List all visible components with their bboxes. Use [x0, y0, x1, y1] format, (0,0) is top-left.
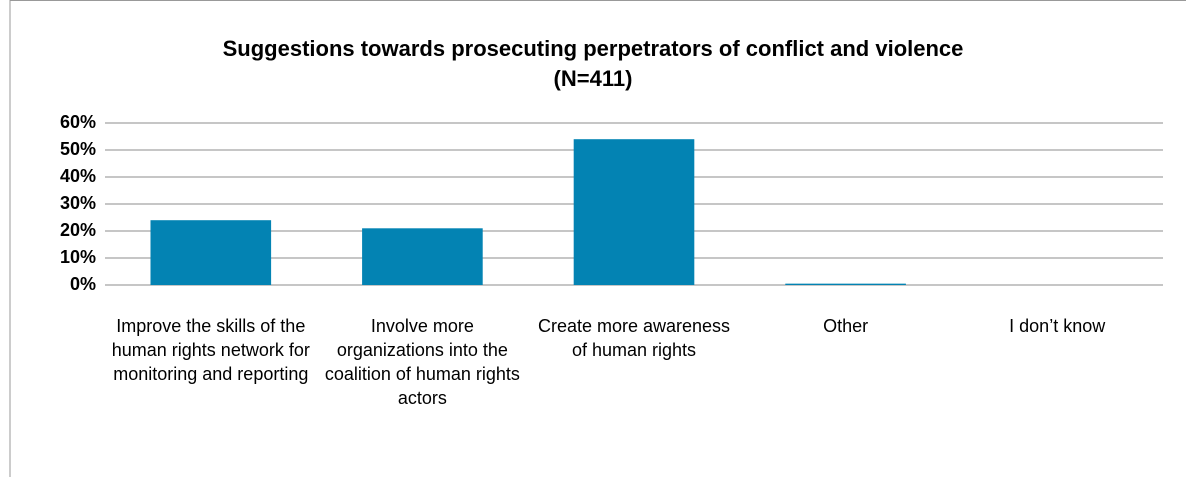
- y-tick-label: 30%: [60, 193, 96, 213]
- bar: [362, 228, 483, 285]
- y-tick-label: 20%: [60, 220, 96, 240]
- y-tick-label: 50%: [60, 139, 96, 159]
- bar: [785, 283, 906, 285]
- bar: [150, 220, 272, 285]
- y-tick-label: 0%: [70, 274, 96, 294]
- x-tick-label: Other: [823, 316, 869, 336]
- chart-title: Suggestions towards prosecuting perpetra…: [223, 36, 964, 61]
- x-tick-label: I don’t know: [1009, 316, 1106, 336]
- x-tick-label: Improve the skills of the human rights n…: [111, 316, 310, 384]
- y-tick-label: 10%: [60, 247, 96, 267]
- bar: [573, 139, 695, 285]
- x-tick-label: Create more awareness of human rights: [537, 316, 731, 360]
- y-tick-label: 40%: [60, 166, 96, 186]
- chart-subtitle: (N=411): [554, 66, 633, 91]
- y-tick-label: 60%: [60, 112, 96, 132]
- x-tick-label: Involve more organizations into the coal…: [324, 316, 520, 408]
